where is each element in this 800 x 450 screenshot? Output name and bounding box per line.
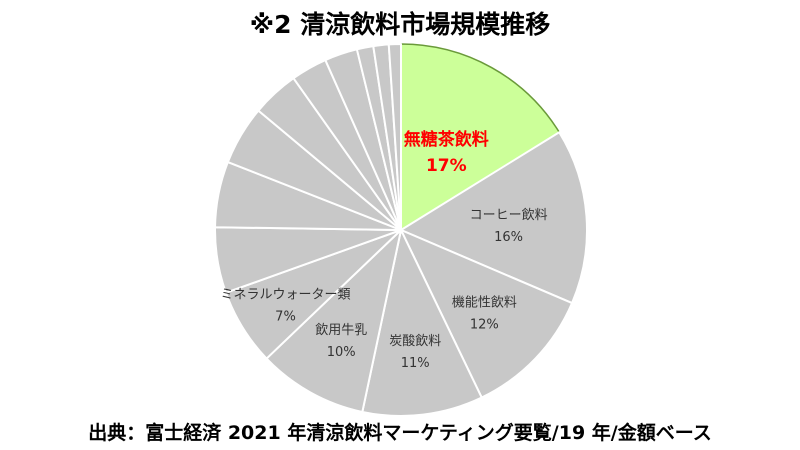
chart-title: ※2 清涼飲料市場規模推移 xyxy=(249,10,551,39)
slice-percent-label: 16% xyxy=(494,230,523,245)
pie-slice xyxy=(400,229,574,399)
source-note: 出典：富士経済 2021 年清涼飲料マーケティング要覧/19 年/金額ベース xyxy=(88,422,712,444)
slice-label: コーヒー飲料 xyxy=(470,207,548,223)
slice-label: ミネラルウォーター類 xyxy=(220,287,350,302)
slice-percent-label: 11% xyxy=(401,356,430,371)
pie-slice xyxy=(387,43,402,231)
slice-percent-label: 12% xyxy=(470,318,499,333)
slice-label: 機能性飲料 xyxy=(452,295,517,311)
pie-slice xyxy=(361,229,483,417)
pie-slices xyxy=(214,43,588,417)
pie-slice xyxy=(265,229,402,413)
slice-label: 炭酸飲料 xyxy=(389,333,441,349)
slice-percent-label: 7% xyxy=(275,309,296,324)
slice-label: 無糖茶飲料 xyxy=(404,129,489,150)
slice-label: 飲用牛乳 xyxy=(315,322,367,338)
pie-labels: 無糖茶飲料 17% コーヒー飲料 16% 機能性飲料 12% 炭酸飲料 11% 飲用牛乳 10% ミ… xyxy=(220,129,547,371)
pie-slice xyxy=(400,131,588,305)
pie-slice xyxy=(400,43,560,231)
slice-percent-label: 17% xyxy=(426,156,467,176)
slice-percent-label: 10% xyxy=(327,345,356,360)
